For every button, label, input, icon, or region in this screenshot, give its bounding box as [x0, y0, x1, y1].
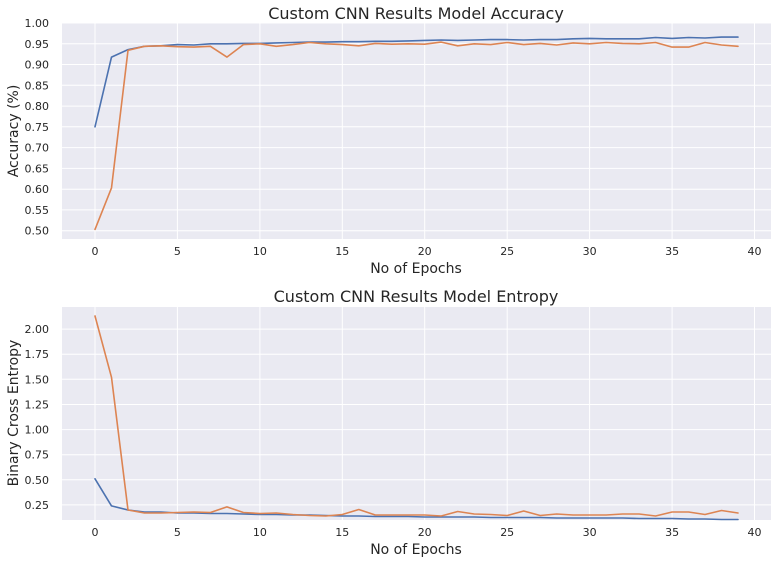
entropy-x-tick-label: 30: [583, 526, 597, 539]
entropy-chart-title: Custom CNN Results Model Entropy: [274, 287, 559, 306]
entropy-x-axis-label: No of Epochs: [370, 542, 462, 558]
entropy-y-tick-label: 0.25: [25, 499, 50, 512]
accuracy-y-tick-label: 0.50: [25, 225, 50, 238]
entropy-x-tick-label: 0: [92, 526, 99, 539]
accuracy-y-tick-label: 0.90: [25, 59, 50, 72]
accuracy-y-tick-label: 0.95: [25, 38, 50, 51]
accuracy-x-tick-label: 15: [335, 245, 349, 258]
entropy-y-tick-label: 1.75: [25, 348, 50, 361]
entropy-series-line-1: [94, 477, 739, 521]
accuracy-series: [94, 36, 739, 231]
accuracy-x-tick-label: 40: [748, 245, 762, 258]
entropy-series: [94, 315, 739, 521]
entropy-y-tick-label: 1.25: [25, 399, 50, 412]
accuracy-x-tick-label: 10: [253, 245, 267, 258]
accuracy-y-tick-label: 0.80: [25, 100, 50, 113]
accuracy-y-tick-label: 0.55: [25, 204, 50, 217]
accuracy-y-tick-label: 0.85: [25, 79, 50, 92]
entropy-x-tick-label: 35: [665, 526, 679, 539]
accuracy-grid: [62, 22, 771, 239]
entropy-y-tick-label: 0.75: [25, 449, 50, 462]
entropy-x-tick-label: 40: [748, 526, 762, 539]
entropy-x-tick-label: 20: [418, 526, 432, 539]
entropy-y-tick-label: 1.00: [25, 424, 50, 437]
entropy-x-tick-label: 25: [500, 526, 514, 539]
entropy-y-tick-label: 0.50: [25, 474, 50, 487]
accuracy-y-axis-label: Accuracy (%): [6, 85, 22, 178]
accuracy-chart-title: Custom CNN Results Model Accuracy: [268, 4, 564, 23]
accuracy-y-tick-label: 0.75: [25, 121, 50, 134]
accuracy-x-tick-label: 25: [500, 245, 514, 258]
accuracy-x-tick-label: 20: [418, 245, 432, 258]
entropy-grid: [62, 307, 771, 520]
accuracy-x-axis-label: No of Epochs: [370, 261, 462, 277]
accuracy-y-tick-label: 0.65: [25, 162, 50, 175]
entropy-plot-area: [62, 307, 771, 520]
accuracy-ticks: 0 5 10 15 20 25 30 35 40 0.50 0.55 0.60 0.65 0.70 0.75…: [25, 17, 762, 258]
accuracy-plot-area: [62, 23, 771, 239]
entropy-y-tick-label: 2.00: [25, 323, 50, 336]
accuracy-x-tick-label: 35: [665, 245, 679, 258]
entropy-ticks: 0 5 10 15 20 25 30 35 40 0.25 0.50 0.75 1.00 1.25 1.50…: [25, 323, 762, 539]
accuracy-series-line-2: [94, 41, 739, 231]
entropy-y-axis-label: Binary Cross Entropy: [6, 340, 22, 487]
accuracy-chart-panel: 0 5 10 15 20 25 30 35 40 0.50 0.55 0.60 0.65 0.70 0.75…: [6, 4, 771, 277]
entropy-chart-panel: 0 5 10 15 20 25 30 35 40 0.25 0.50 0.75 1.00 1.25 1.50…: [6, 287, 771, 558]
entropy-x-tick-label: 10: [253, 526, 267, 539]
accuracy-x-tick-label: 0: [92, 245, 99, 258]
entropy-y-tick-label: 1.50: [25, 373, 50, 386]
entropy-x-tick-label: 5: [174, 526, 181, 539]
accuracy-x-tick-label: 30: [583, 245, 597, 258]
accuracy-y-tick-label: 1.00: [25, 17, 50, 30]
accuracy-y-tick-label: 0.70: [25, 142, 50, 155]
accuracy-x-tick-label: 5: [174, 245, 181, 258]
entropy-x-tick-label: 15: [335, 526, 349, 539]
accuracy-y-tick-label: 0.60: [25, 183, 50, 196]
accuracy-series-line-1: [94, 36, 739, 128]
entropy-series-line-2: [94, 315, 739, 517]
